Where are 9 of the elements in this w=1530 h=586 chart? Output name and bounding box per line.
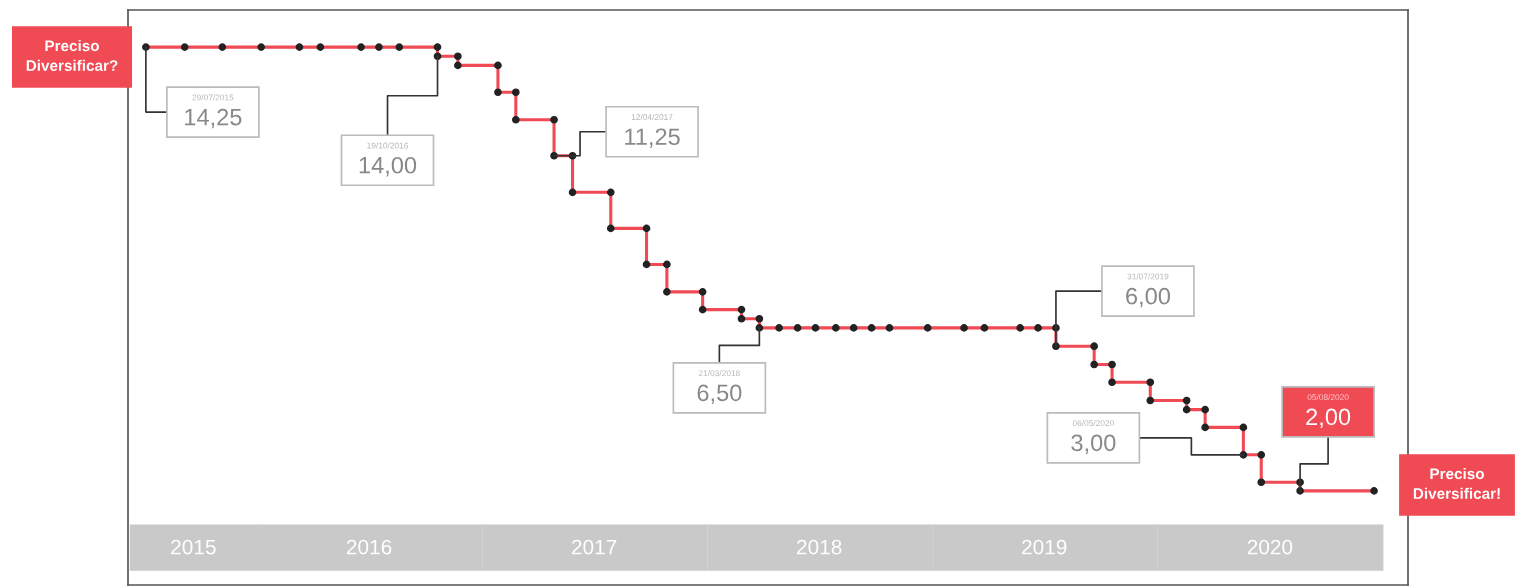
annotation: 19/10/2016 14,00 <box>359 142 417 177</box>
annotation: 06/05/2020 3,00 <box>1071 419 1116 454</box>
annotation: 29/07/2015 14,25 <box>185 94 242 129</box>
annotation: 31/07/2019 6,00 <box>1126 273 1170 308</box>
annotation: 05/08/2020 2,00 <box>1306 393 1351 428</box>
annotation: 21/03/2018 6,50 <box>697 370 742 405</box>
annotation: 12/04/2017 11,25 <box>625 113 680 148</box>
text: Preciso Diversificar! <box>1413 467 1500 499</box>
text: Preciso Diversificar? <box>26 39 118 71</box>
